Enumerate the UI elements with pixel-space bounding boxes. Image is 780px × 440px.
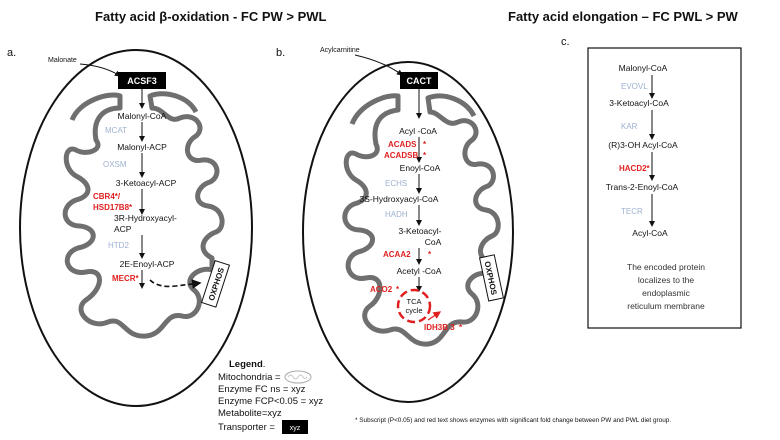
metabolite-3r-hydroxyacyl-acp: ACP (114, 224, 132, 234)
enzyme-evovl: EVOVL (621, 82, 648, 91)
metabolite-acyl-coa: Acyl -CoA (399, 126, 437, 136)
metabolite-3r-hydroxyacyl: 3R-Hydroxyacyl- (114, 213, 177, 223)
tca-cycle-label-2: cycle (405, 306, 422, 315)
enzyme-mcat: MCAT (105, 126, 127, 135)
enzyme-aco2-star: * (396, 285, 400, 294)
panel-b-label: b. (276, 47, 285, 59)
legend-mitochondria-icon-cristae (287, 374, 308, 380)
legend-mitochondria: Mitochondria = (218, 372, 281, 383)
oxphos-box-a (200, 259, 231, 308)
tca-cycle-ring (396, 288, 432, 324)
legend-metabolite: Metabolite=xyz (218, 408, 282, 419)
dashed-arrow-to-oxphos-a (149, 279, 202, 289)
metabolite-3-ketoacyl-coa: CoA (425, 237, 442, 247)
metabolite-malonyl-acp: Malonyl-ACP (117, 142, 167, 152)
malonate-label: Malonate (48, 57, 77, 64)
malonate-arrow (79, 63, 121, 77)
enzyme-acadsb: ACADSB (384, 151, 418, 160)
mitochondrion-inner-membrane-b (342, 93, 501, 347)
tca-cycle-label-1: TCA (407, 297, 422, 306)
metabolite-malonyl-coa-a: Malonyl-CoA (118, 111, 167, 121)
footnote: * Subscript (P<0.05) and red text shows … (355, 417, 671, 424)
panel-a-label: a. (7, 47, 16, 59)
legend-transporter-box-label: xyz (290, 425, 301, 432)
legend-title: Legend. (229, 359, 265, 370)
enzyme-acadsb-star: * (423, 151, 427, 160)
legend-transporter-box (282, 420, 308, 434)
er-note-line-2: localizes to the (638, 275, 694, 285)
transporter-acsf3-label: ACSF3 (127, 76, 157, 86)
legend-transporter: Transporter = (218, 422, 275, 433)
elongation-box (587, 47, 742, 329)
transporter-cact (400, 72, 438, 89)
metabolite-3-ketoacyl: 3-Ketoacyl- (399, 226, 442, 236)
metabolite-trans-2-enoyl-coa: Trans-2-Enoyl-CoA (606, 182, 679, 192)
panel-c: c. Malonyl-CoA EVOVL 3-Ketoacyl-CoA KAR … (561, 36, 742, 329)
metabolite-malonyl-coa-c: Malonyl-CoA (619, 63, 668, 73)
metabolite-acyl-coa-c: Acyl-CoA (632, 228, 668, 238)
enzyme-mecr: MECR* (112, 274, 140, 283)
panel-c-label: c. (561, 36, 570, 48)
enzyme-cbr4: CBR4*/ (93, 192, 121, 201)
title-elongation: Fatty acid elongation – FC PWL > PW (508, 9, 739, 24)
mitochondrion-outer-membrane-b (302, 61, 514, 403)
enzyme-hsd17b8: HSD17B8* (93, 203, 133, 212)
panel-b: b. Acylcarnitine CACT Acyl -CoA ACADS * … (276, 47, 514, 403)
er-note-line-4: reticulum membrane (627, 301, 705, 311)
er-note-line-3: endoplasmic (642, 288, 690, 298)
panel-a: a. Malonate ACSF3 Malonyl-CoA MCAT Malon… (7, 47, 253, 407)
enzyme-idh3b3-star: * (459, 323, 463, 332)
acylcarnitine-label: Acylcarnitine (320, 47, 360, 54)
enzyme-acads-star: * (423, 140, 427, 149)
enzyme-acaa2-star: * (428, 250, 432, 259)
metabolite-3s-hydroxyacyl-coa: 3S-Hydroxyacyl-CoA (360, 194, 439, 204)
enzyme-aco2: ACO2 (370, 285, 393, 294)
metabolite-enoyl-coa: Enoyl-CoA (400, 163, 441, 173)
acylcarnitine-arrow (354, 54, 403, 76)
legend-enzyme-ns: Enzyme FC ns = xyz (218, 384, 306, 395)
enzyme-echs: ECHS (385, 179, 407, 188)
metabolite-acetyl-coa: Acetyl -CoA (397, 266, 442, 276)
enzyme-acaa2: ACAA2 (383, 250, 411, 259)
metabolite-r3-oh-acyl-coa: (R)3-OH Acyl-CoA (608, 140, 678, 150)
enzyme-kar: KAR (621, 122, 638, 131)
enzyme-hacd2: HACD2* (619, 164, 651, 173)
enzyme-oxsm: OXSM (103, 160, 127, 169)
tca-arrow (427, 311, 442, 321)
transporter-acsf3 (118, 72, 166, 89)
transporter-cact-label: CACT (407, 76, 432, 86)
title-beta-oxidation: Fatty acid β-oxidation - FC PW > PWL (95, 9, 327, 24)
metabolite-2e-enoyl-acp: 2E-Enoyl-ACP (120, 259, 175, 269)
legend: Legend. Mitochondria = Enzyme FC ns = xy… (218, 359, 323, 434)
enzyme-acads: ACADS (388, 140, 417, 149)
enzyme-htd2: HTD2 (108, 241, 129, 250)
mitochondrion-inner-membrane-a (62, 91, 225, 339)
enzyme-idh3b3: IDH3B 3 (424, 323, 455, 332)
oxphos-box-b (478, 254, 504, 302)
metabolite-3-ketoacyl-acp: 3-Ketoacyl-ACP (116, 178, 177, 188)
er-note-line-1: The encoded protein (627, 262, 705, 272)
enzyme-hadh: HADH (385, 210, 408, 219)
enzyme-tecr: TECR (621, 207, 643, 216)
mitochondrion-outer-membrane-a (19, 49, 253, 407)
metabolite-3-ketoacyl-coa-c: 3-Ketoacyl-CoA (609, 98, 669, 108)
legend-enzyme-sig: Enzyme FCP<0.05 = xyz (218, 396, 323, 407)
